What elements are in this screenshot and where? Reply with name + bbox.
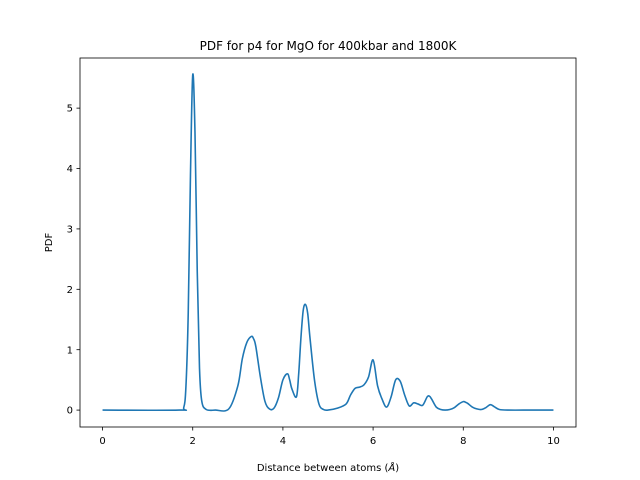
chart-title: PDF for p4 for MgO for 400kbar and 1800K xyxy=(200,39,458,53)
x-axis-label: Distance between atoms (Å) xyxy=(257,461,399,474)
y-tick-label: 3 xyxy=(67,225,73,236)
x-axis: 0 2 4 6 8 10 xyxy=(99,427,560,447)
y-tick-label: 4 xyxy=(67,164,73,175)
axes-frame xyxy=(79,57,577,428)
y-tick-label: 1 xyxy=(67,345,73,356)
x-tick-label: 10 xyxy=(547,436,560,447)
plot-area xyxy=(79,57,577,428)
y-tick-label: 2 xyxy=(67,285,73,296)
y-axis: 0 1 2 3 4 5 xyxy=(67,104,80,417)
x-axis-label-text: Distance between atoms ( xyxy=(257,463,389,474)
y-tick-label: 5 xyxy=(67,104,73,115)
x-tick-label: 6 xyxy=(370,436,376,447)
series-line xyxy=(102,73,554,412)
x-axis-label-unit: Å xyxy=(387,461,395,474)
y-tick-label: 0 xyxy=(67,406,73,417)
x-tick-label: 0 xyxy=(99,436,105,447)
x-axis-label-end: ) xyxy=(395,463,399,474)
y-axis-label: PDF xyxy=(44,233,55,253)
x-tick-label: 2 xyxy=(190,436,196,447)
x-tick-label: 8 xyxy=(460,436,466,447)
x-tick-label: 4 xyxy=(280,436,286,447)
